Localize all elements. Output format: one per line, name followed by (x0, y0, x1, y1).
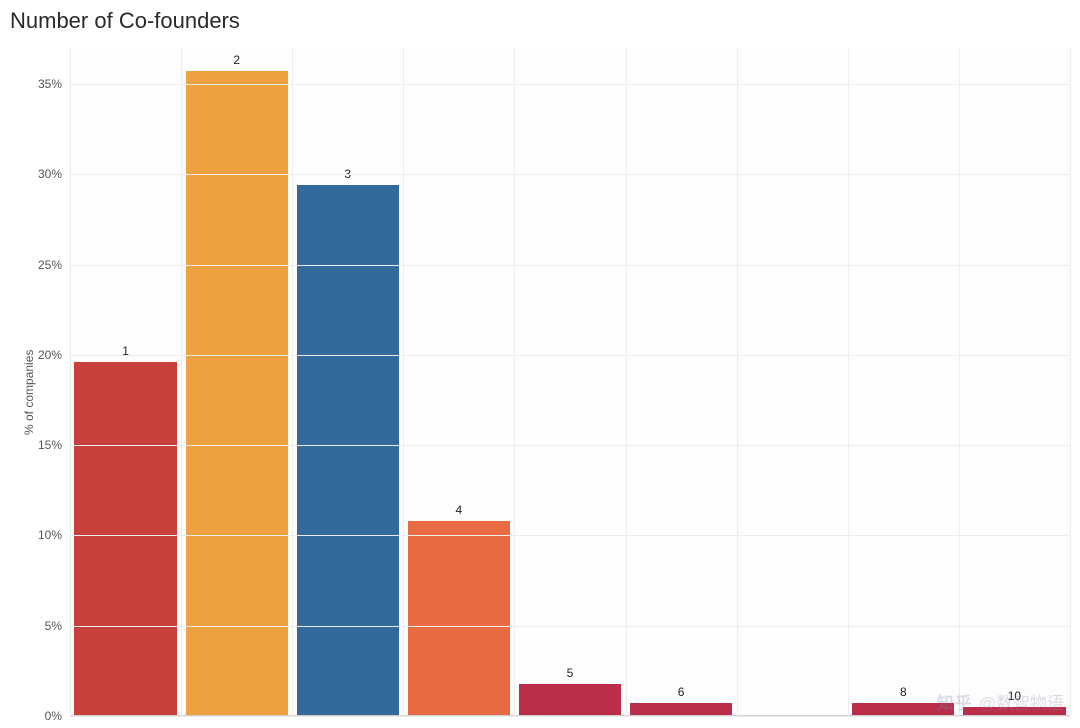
y-tick-label: 10% (38, 528, 70, 542)
gridline-h (70, 445, 1070, 446)
gridline-h (70, 535, 1070, 536)
bar-value-label: 1 (122, 344, 129, 358)
y-axis-label: % of companies (22, 350, 36, 435)
gridline-v (959, 48, 960, 716)
gridline-v (848, 48, 849, 716)
y-tick-label: 5% (45, 619, 70, 633)
bars-layer: 123456810 (70, 48, 1070, 716)
gridline-v (292, 48, 293, 716)
y-tick-label: 20% (38, 348, 70, 362)
bar (74, 362, 176, 716)
bar (186, 71, 288, 716)
y-tick-label: 35% (38, 77, 70, 91)
gridline-v (181, 48, 182, 716)
gridline-v (737, 48, 738, 716)
bar-value-label: 4 (456, 503, 463, 517)
bar-value-label: 6 (678, 685, 685, 699)
gridline-h (70, 626, 1070, 627)
y-tick-label: 25% (38, 258, 70, 272)
y-tick-label: 30% (38, 167, 70, 181)
gridline-v (70, 48, 71, 716)
bar-value-label: 5 (567, 666, 574, 680)
chart-title: Number of Co-founders (10, 8, 240, 34)
chart-container: Number of Co-founders % of companies 1 2 3… (0, 0, 1080, 728)
bar-value-label: 2 (233, 53, 240, 67)
x-axis-line (70, 715, 1070, 716)
gridline-h (70, 84, 1070, 85)
gridline-v (1070, 48, 1071, 716)
gridline-v (514, 48, 515, 716)
plot-area: 123456810 0%5%10%15%20%25%30%35% (70, 48, 1070, 716)
gridline-h (70, 174, 1070, 175)
bar-value-label: 8 (900, 685, 907, 699)
gridline-h (70, 265, 1070, 266)
gridline-h (70, 716, 1070, 717)
gridline-h (70, 355, 1070, 356)
bar (519, 684, 621, 716)
gridline-v (626, 48, 627, 716)
bar (408, 521, 510, 716)
gridline-v (403, 48, 404, 716)
bar-value-label: 10 (1008, 689, 1021, 703)
y-tick-label: 15% (38, 438, 70, 452)
y-tick-label: 0% (45, 709, 70, 723)
